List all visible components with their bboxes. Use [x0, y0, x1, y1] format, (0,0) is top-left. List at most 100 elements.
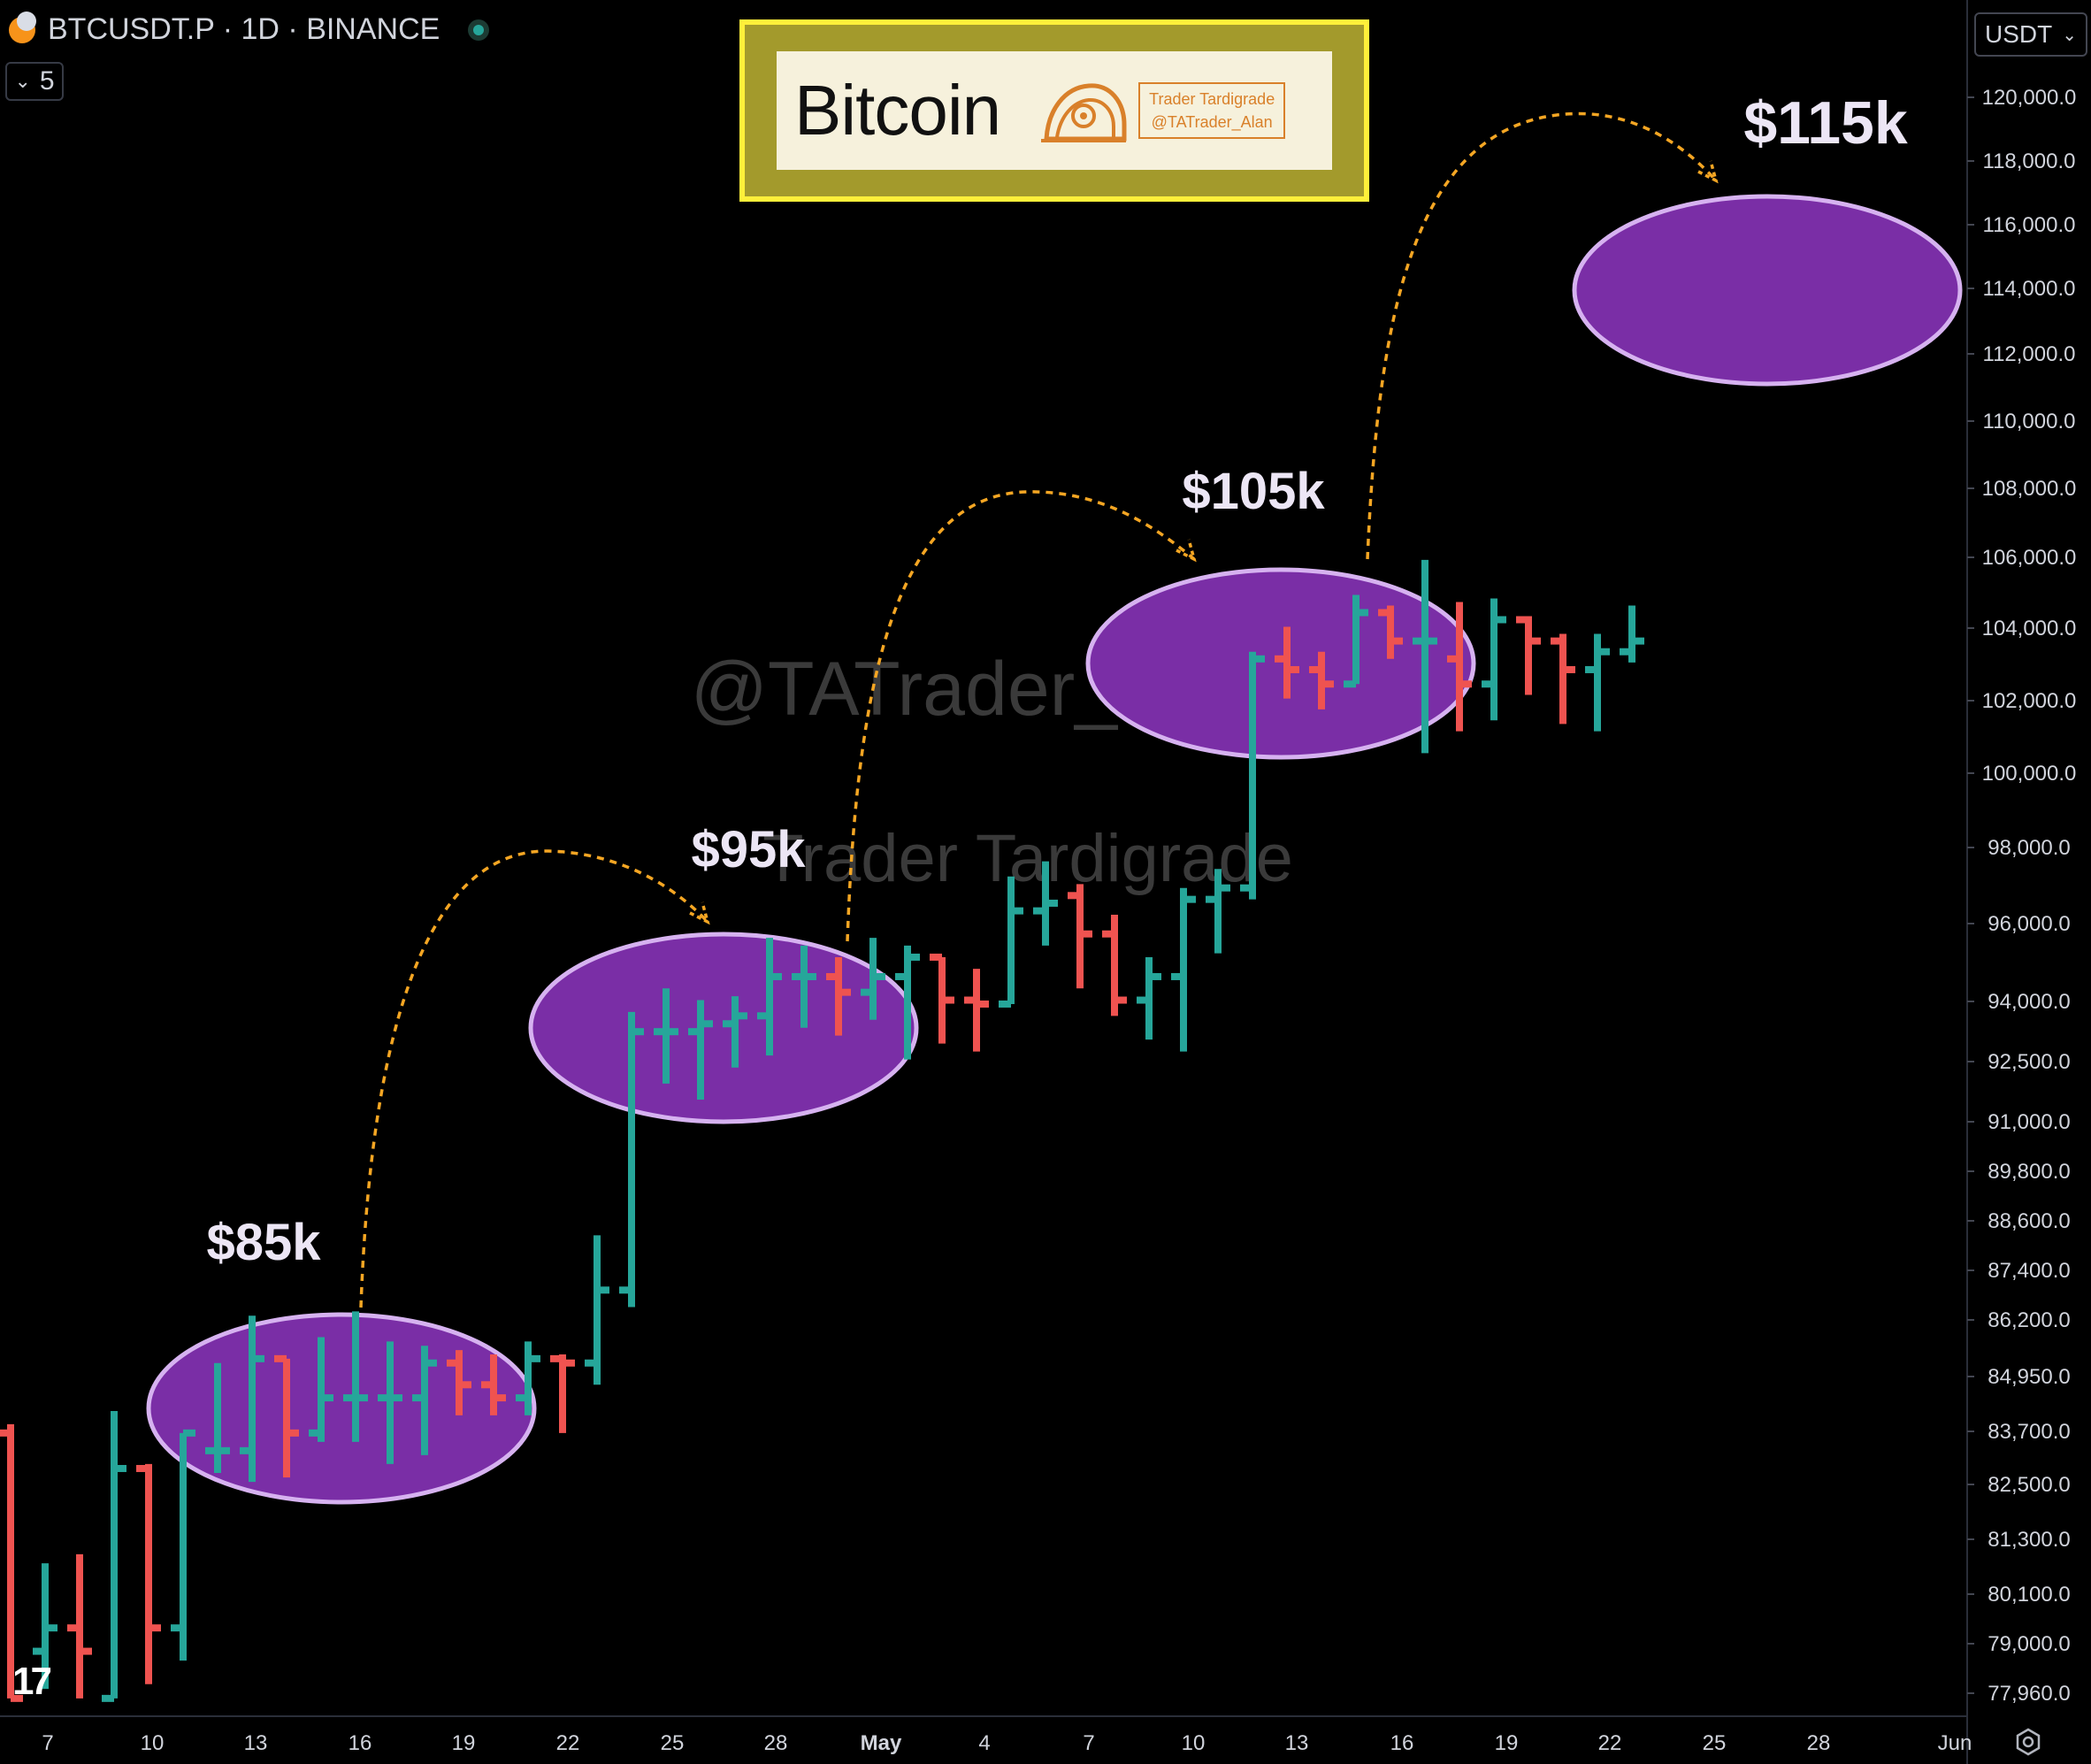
- ohlc-bar: [1620, 605, 1644, 663]
- ohlc-bar: [33, 1563, 57, 1690]
- ohlc-bar: [826, 956, 851, 1036]
- arrow-head: [689, 901, 710, 925]
- x-tick-label: 10: [141, 1731, 165, 1755]
- ohlc-bar: [792, 945, 816, 1028]
- x-tick-label: 4: [978, 1731, 990, 1755]
- ohlc-bar: [1240, 651, 1265, 900]
- y-tick-label: 89,800.0: [1988, 1160, 2070, 1184]
- chevron-down-icon: ⌄: [2062, 25, 2077, 45]
- y-tick-label: 87,400.0: [1988, 1259, 2070, 1283]
- y-tick-label: 86,200.0: [1988, 1308, 2070, 1332]
- y-tick-label: 120,000.0: [1982, 86, 2077, 110]
- ohlc-bar: [1206, 869, 1230, 954]
- ohlc-bar: [447, 1350, 471, 1415]
- x-tick-label: Jun: [1938, 1731, 1972, 1755]
- x-tick-label: 13: [244, 1731, 268, 1755]
- banner-frame: Bitcoin Trader Tardigrade @TATrader_Alan: [745, 25, 1364, 196]
- y-tick-label: 94,000.0: [1988, 990, 2070, 1014]
- consolidation-zone: [1572, 194, 1963, 387]
- ohlc-bar: [999, 876, 1023, 1008]
- indicator-count: 5: [39, 66, 55, 96]
- consolidation-zone: [528, 932, 919, 1124]
- ohlc-bar: [412, 1346, 437, 1455]
- y-tick-label: 116,000.0: [1983, 213, 2076, 237]
- ohlc-bar: [1378, 605, 1403, 659]
- settings-gear-icon[interactable]: [2013, 1727, 2043, 1757]
- y-tick-label: 114,000.0: [1983, 277, 2076, 301]
- ohlc-bar: [1482, 598, 1506, 721]
- ohlc-bar: [1516, 616, 1541, 695]
- ohlc-bar: [1585, 633, 1610, 732]
- projection-arrow: [1366, 111, 1718, 560]
- y-tick-label: 108,000.0: [1982, 477, 2077, 501]
- symbol-line[interactable]: BTCUSDT.P · 1D · BINANCE: [48, 12, 440, 46]
- y-tick-label: 77,960.0: [1988, 1682, 2070, 1706]
- tardigrade-logo-icon: [1041, 83, 1127, 142]
- ohlc-bar: [654, 988, 678, 1084]
- x-tick-label: 7: [42, 1731, 53, 1755]
- y-tick-label: 98,000.0: [1988, 836, 2070, 860]
- ohlc-bar: [343, 1311, 368, 1442]
- ohlc-bar: [309, 1337, 333, 1442]
- x-tick-label: 22: [556, 1731, 580, 1755]
- price-target-label: $105k: [1182, 463, 1325, 520]
- ohlc-bar: [274, 1354, 299, 1478]
- ohlc-bar: [930, 953, 954, 1044]
- ohlc-bar: [757, 938, 782, 1056]
- symbol-header[interactable]: BTCUSDT.P · 1D · BINANCE: [9, 11, 490, 47]
- tradingview-logo-icon[interactable]: 17: [12, 1660, 52, 1703]
- title-banner: Bitcoin Trader Tardigrade @TATrader_Alan: [739, 19, 1369, 202]
- bitcoin-coin-icon: [9, 11, 36, 43]
- ohlc-bar: [1551, 633, 1575, 725]
- projection-arrow: [359, 849, 709, 1308]
- ohlc-bar: [550, 1354, 575, 1433]
- watermark-brand: Trader Tardigrade: [762, 821, 1293, 896]
- ohlc-bar: [1275, 626, 1299, 699]
- y-tick-label: 112,000.0: [1983, 342, 2076, 366]
- chevron-down-icon: ⌄: [14, 70, 31, 92]
- x-tick-label: 28: [764, 1731, 788, 1755]
- ohlc-bar: [516, 1341, 540, 1415]
- ohlc-bar: [1033, 861, 1058, 946]
- ohlc-bar: [240, 1315, 264, 1483]
- y-tick-label: 92,500.0: [1988, 1050, 2070, 1074]
- x-tick-label: 10: [1182, 1731, 1206, 1755]
- x-tick-label: 16: [1390, 1731, 1414, 1755]
- x-tick-label: 19: [1495, 1731, 1519, 1755]
- y-tick-label: 88,600.0: [1988, 1209, 2070, 1233]
- price-target-label: $95k: [691, 821, 806, 878]
- arrow-head: [1697, 160, 1719, 184]
- y-tick-label: 118,000.0: [1983, 150, 2076, 173]
- x-tick-label: May: [861, 1731, 902, 1755]
- y-tick-label: 106,000.0: [1982, 546, 2077, 570]
- ohlc-bar: [1344, 594, 1368, 688]
- y-tick-label: 79,000.0: [1988, 1632, 2070, 1656]
- x-tick-label: 7: [1083, 1731, 1094, 1755]
- price-target-label: $85k: [206, 1214, 321, 1271]
- y-tick-label: 81,300.0: [1988, 1528, 2070, 1552]
- ohlc-bar: [964, 969, 989, 1052]
- ohlc-bar: [102, 1410, 126, 1702]
- x-tick-label: 13: [1285, 1731, 1309, 1755]
- ohlc-bar: [585, 1235, 609, 1385]
- y-tick-label: 80,100.0: [1988, 1583, 2070, 1607]
- banner-title: Bitcoin: [794, 71, 1001, 150]
- brand-line-2: @TATrader_Alan: [1151, 113, 1273, 131]
- indicators-toggle-button[interactable]: ⌄ 5: [5, 62, 64, 101]
- x-tick-label: 25: [661, 1731, 685, 1755]
- ohlc-bar: [1137, 956, 1161, 1040]
- arrow-head: [1176, 539, 1197, 563]
- y-tick-label: 91,000.0: [1988, 1110, 2070, 1134]
- currency-selector[interactable]: USDT ⌄: [1974, 12, 2087, 57]
- ohlc-bar: [895, 945, 920, 1060]
- ohlc-bar: [619, 1011, 644, 1308]
- ohlc-bar: [1102, 914, 1127, 1016]
- currency-label: USDT: [1985, 20, 2053, 48]
- ohlc-bar: [171, 1429, 195, 1661]
- ohlc-bar: [1068, 884, 1092, 989]
- ohlc-bar: [378, 1341, 402, 1464]
- banner-card: Bitcoin Trader Tardigrade @TATrader_Alan: [777, 51, 1332, 170]
- price-target-label: $115k: [1743, 89, 1908, 157]
- ohlc-bar: [1413, 559, 1437, 754]
